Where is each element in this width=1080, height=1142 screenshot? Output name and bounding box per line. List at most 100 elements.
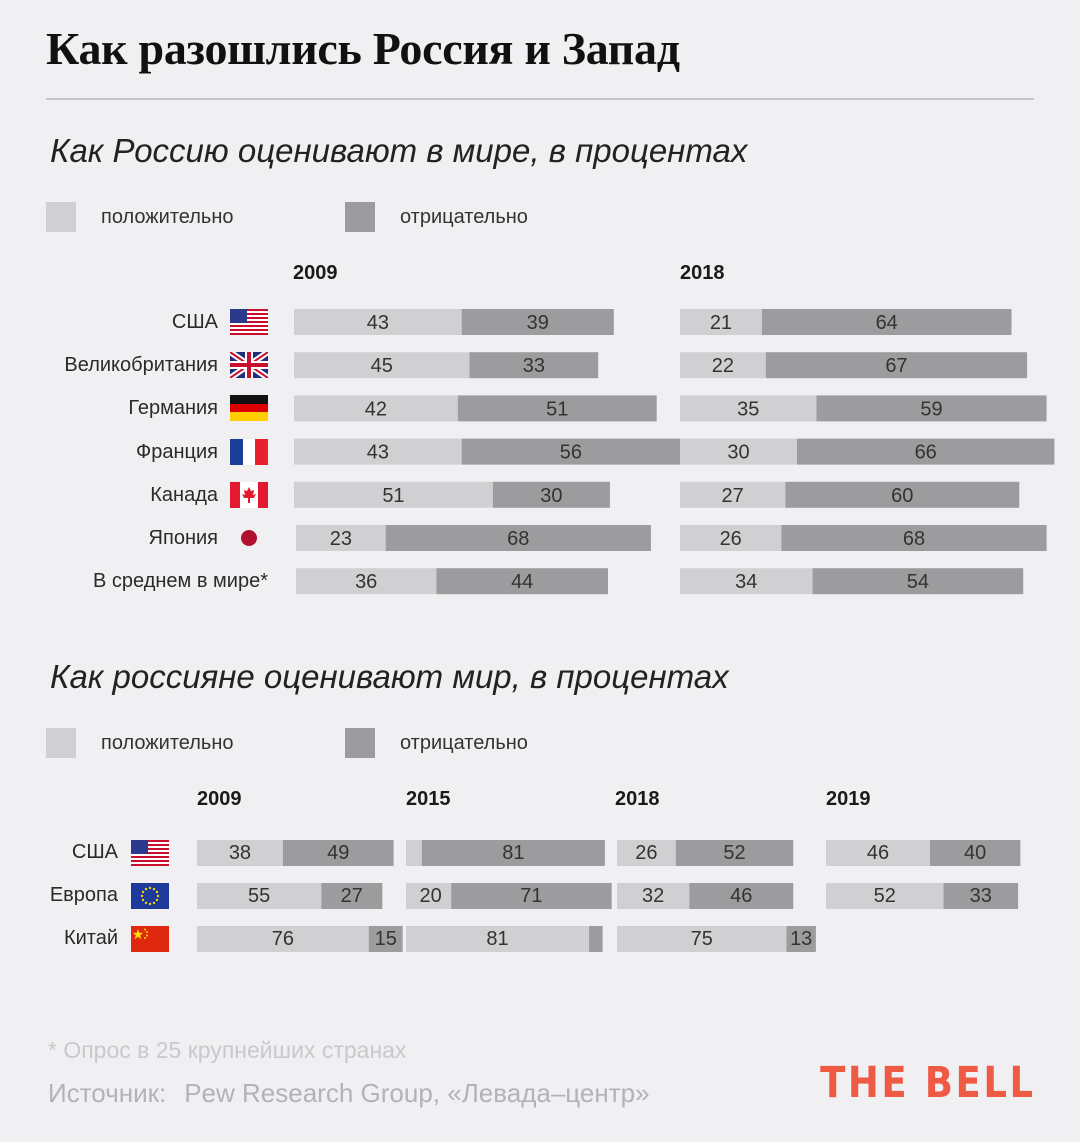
bar-positive	[680, 438, 797, 465]
bar-positive	[826, 840, 930, 866]
value-label-positive: 30	[727, 442, 749, 464]
bar-positive	[294, 309, 462, 335]
legend1-positive-swatch	[46, 202, 76, 232]
bar-negative	[457, 395, 657, 422]
bar-positive	[680, 568, 813, 595]
eu-flag-icon	[131, 883, 169, 909]
value-label-negative: 68	[507, 528, 529, 550]
canada-flag-icon	[230, 482, 268, 508]
value-label-negative: 60	[891, 485, 913, 507]
bar-negative	[812, 568, 1024, 595]
value-label-negative: 44	[511, 571, 533, 593]
value-label-negative: 52	[723, 842, 745, 864]
value-label-positive: 43	[367, 442, 389, 464]
japan-flag-icon	[241, 530, 257, 546]
bar-negative	[321, 883, 383, 909]
row-label-canada: Канада	[150, 484, 218, 506]
value-label-positive: 26	[635, 842, 657, 864]
value-label-negative: 49	[327, 842, 349, 864]
section1-title: Как Россию оценивают в мире, в процентах	[50, 132, 748, 169]
bar-positive	[680, 395, 817, 422]
value-label-positive: 51	[382, 485, 404, 507]
bar-negative	[368, 926, 403, 952]
bar-negative	[589, 926, 603, 952]
bar-positive	[406, 840, 422, 866]
value-label-negative: 15	[375, 928, 397, 950]
bar-negative	[797, 438, 1055, 465]
us-flag-icon	[230, 309, 268, 335]
bar-positive	[406, 926, 590, 952]
bar-negative	[816, 395, 1047, 422]
row-label-uk: Великобритания	[64, 354, 218, 376]
value-label-positive: 45	[371, 355, 393, 377]
row-label-china: Китай	[63, 927, 118, 949]
bar-positive	[294, 352, 470, 379]
title-divider	[46, 98, 1034, 100]
value-label-negative: 27	[341, 885, 363, 907]
value-label-positive: 27	[722, 485, 744, 507]
bar-negative	[436, 568, 608, 595]
bar-positive	[296, 525, 386, 551]
value-label-negative: 56	[560, 442, 582, 464]
legend2-positive-swatch	[46, 728, 76, 758]
legend2-negative-label: отрицательно	[400, 732, 528, 754]
legend2-negative-swatch	[345, 728, 375, 758]
bar-negative	[761, 309, 1012, 335]
value-label-negative: 13	[790, 928, 812, 950]
value-label-negative: 71	[520, 885, 542, 907]
bar-negative	[765, 352, 1028, 379]
bar-positive	[296, 568, 437, 595]
value-label-positive: 46	[867, 842, 889, 864]
bar-positive	[680, 309, 762, 335]
legend2-positive-label: положительно	[101, 732, 234, 754]
china-flag-icon	[131, 926, 169, 952]
bar-positive	[197, 926, 369, 952]
value-label-negative: 40	[964, 842, 986, 864]
value-label-positive: 35	[737, 398, 759, 420]
bar-negative	[385, 525, 651, 551]
section1-year-2009: 2009	[293, 262, 338, 284]
bar-negative	[929, 840, 1021, 866]
bar-negative	[451, 883, 612, 909]
the-bell-logo: THE BELL	[820, 1058, 1036, 1108]
value-label-negative: 81	[502, 842, 524, 864]
page-title: Как разошлись Россия и Запад	[46, 23, 680, 74]
value-label-positive: 75	[691, 928, 713, 950]
bar-positive	[406, 883, 452, 909]
section2-year-2015: 2015	[406, 788, 451, 810]
bar-positive	[680, 525, 782, 551]
value-label-positive: 36	[355, 571, 377, 593]
row-label-usa-2: США	[71, 841, 118, 863]
value-label-positive: 20	[419, 885, 441, 907]
source-line: Источник: Pew Research Group, «Левада–цен…	[48, 1078, 650, 1109]
value-label-positive: 76	[272, 928, 294, 950]
bar-positive	[617, 926, 787, 952]
section2-year-2009: 2009	[197, 788, 242, 810]
value-label-negative: 39	[527, 312, 549, 334]
bar-negative	[943, 883, 1019, 909]
us-flag-icon	[131, 840, 169, 866]
value-label-positive: 55	[248, 885, 270, 907]
bar-negative	[781, 525, 1047, 551]
value-label-positive: 26	[720, 528, 742, 550]
section2-title: Как россияне оценивают мир, в процентах	[50, 658, 729, 695]
bar-negative	[675, 840, 794, 866]
value-label-positive: 32	[642, 885, 664, 907]
bar-negative	[282, 840, 394, 866]
bar-positive	[680, 481, 786, 508]
bar-positive	[197, 840, 283, 866]
bar-positive	[294, 481, 493, 508]
bar-positive	[294, 395, 458, 422]
value-label-negative: 64	[876, 312, 898, 334]
bar-negative	[469, 352, 599, 379]
bar-positive	[617, 840, 676, 866]
value-label-negative: 33	[523, 355, 545, 377]
row-label-world-average: В среднем в мире*	[93, 570, 268, 592]
germany-flag-icon	[230, 395, 268, 421]
bar-negative	[461, 309, 614, 335]
bar-positive	[617, 883, 690, 909]
bar-negative	[421, 840, 605, 866]
bar-negative	[492, 481, 610, 508]
row-label-japan: Япония	[148, 527, 218, 549]
